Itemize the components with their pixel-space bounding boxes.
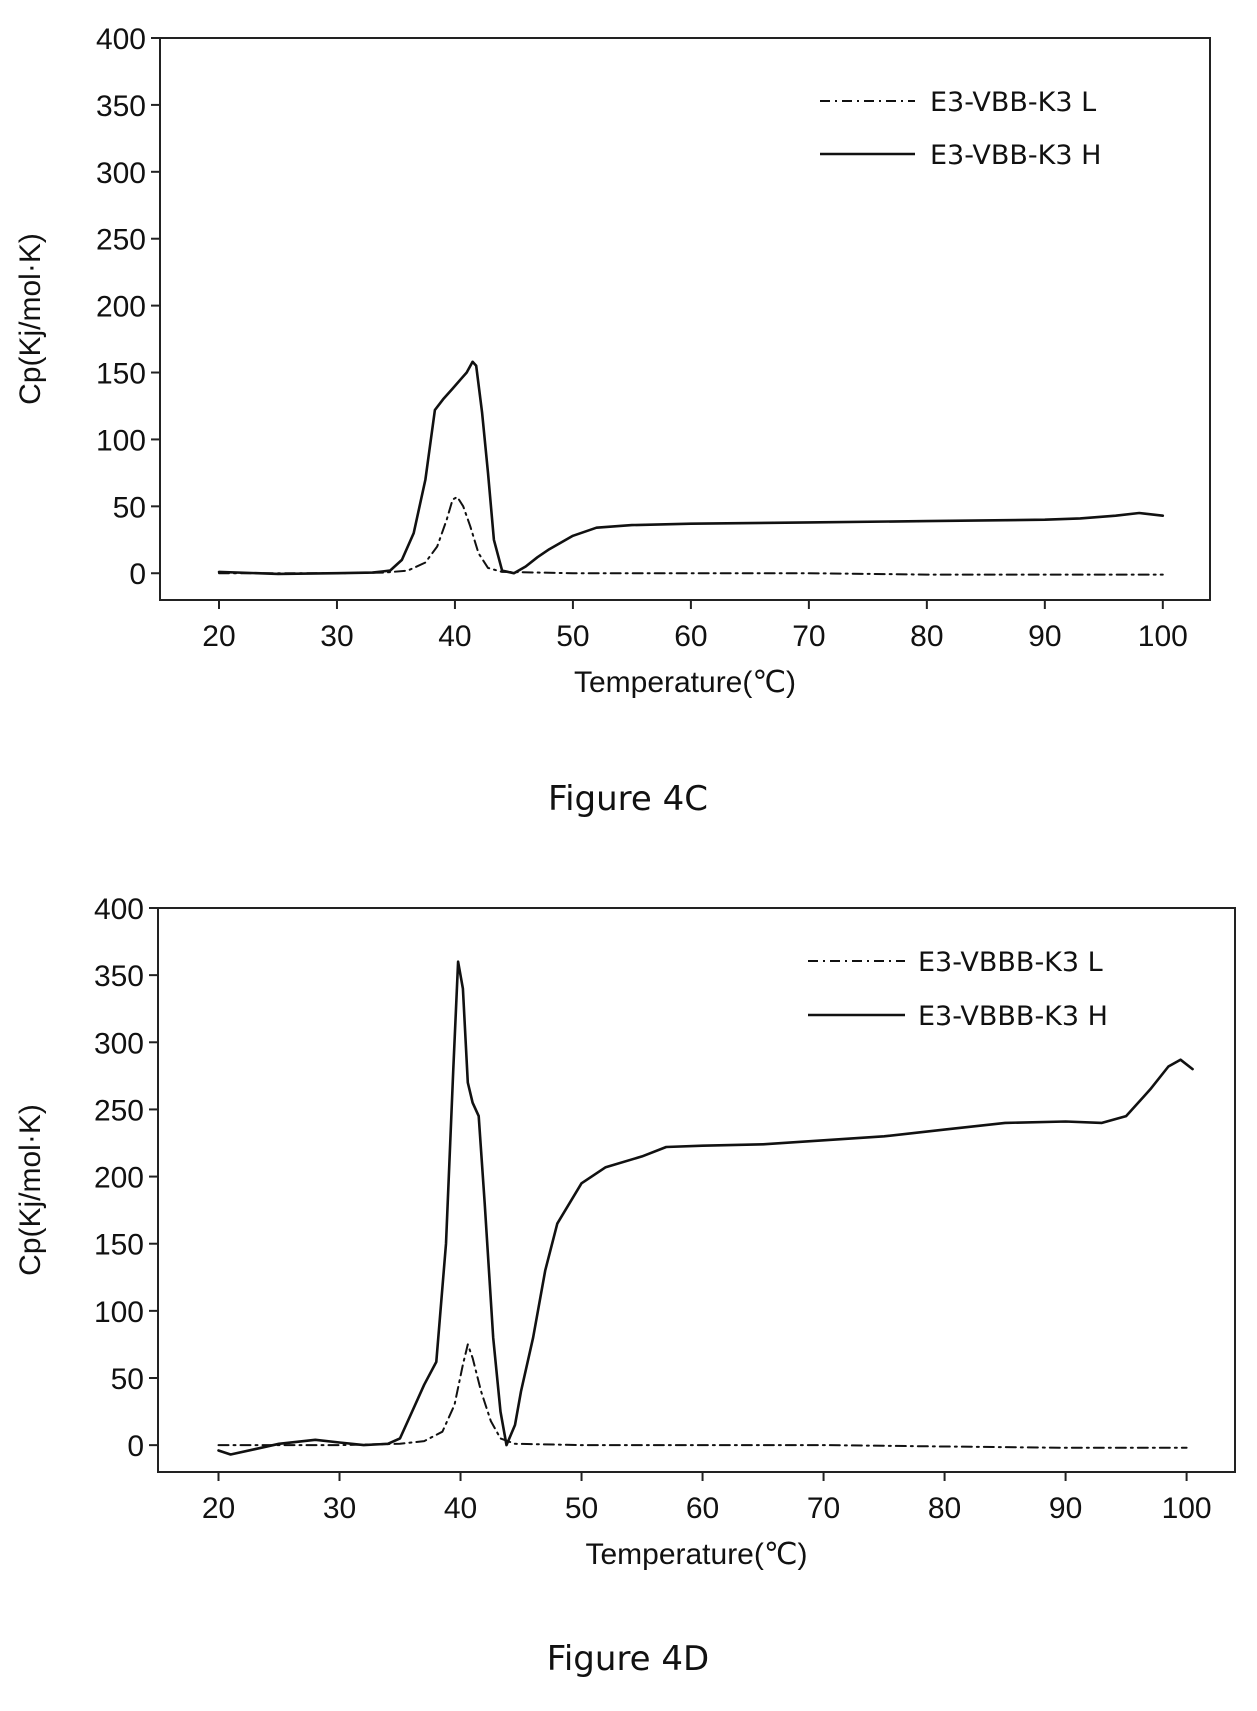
chart-figure-4c: 20 30 40 50 60 70 80 90 100 0 50 100 150 200 250 300 350… xyxy=(14,23,1211,819)
y-tick-label: 300 xyxy=(96,157,146,190)
x-tick-label: 20 xyxy=(202,620,235,653)
y-tick-label: 200 xyxy=(94,1162,144,1195)
y-tick-label: 400 xyxy=(96,23,146,56)
x-tick-label: 90 xyxy=(1049,1492,1082,1525)
x-tick-label: 70 xyxy=(792,620,825,653)
series-line-h xyxy=(217,960,1194,1456)
series-line-h xyxy=(217,360,1165,576)
x-tick-label: 90 xyxy=(1028,620,1061,653)
figure-caption: Figure 4D xyxy=(547,1639,709,1679)
y-tick-label: 200 xyxy=(96,291,146,324)
x-tick-label: 50 xyxy=(556,620,589,653)
x-axis-title: Temperature(℃) xyxy=(585,1538,807,1571)
legend-label: E3-VBB-K3 H xyxy=(930,140,1101,171)
y-tick-label: 150 xyxy=(94,1229,144,1262)
y-tick-label: 0 xyxy=(129,558,146,591)
y-axis-title: Cp(Kj/mol·K) xyxy=(14,1104,47,1276)
legend-label: E3-VBBB-K3 H xyxy=(918,1001,1108,1032)
x-tick-label: 50 xyxy=(565,1492,598,1525)
y-tick-label: 300 xyxy=(94,1027,144,1060)
legend-label: E3-VBB-K3 L xyxy=(930,87,1096,118)
y-tick-label: 400 xyxy=(94,893,144,926)
figure-4c: 20 30 40 50 60 70 80 90 100 0 50 100 150 200 250 300 350… xyxy=(0,0,1257,850)
x-tick-label: 20 xyxy=(202,1492,235,1525)
figure-4d: 20 30 40 50 60 70 80 90 100 0 50 100 150 200 250 300 350… xyxy=(0,870,1257,1711)
x-tick-label: 100 xyxy=(1138,620,1188,653)
x-tick-label: 40 xyxy=(438,620,471,653)
y-tick-label: 250 xyxy=(96,224,146,257)
plot-frame xyxy=(159,37,1211,601)
chart-figure-4d: 20 30 40 50 60 70 80 90 100 0 50 100 150 200 250 300 350… xyxy=(14,893,1236,1679)
x-tick-label: 60 xyxy=(686,1492,719,1525)
figure-caption: Figure 4C xyxy=(548,779,708,819)
y-tick-label: 50 xyxy=(113,491,146,524)
y-axis-title: Cp(Kj/mol·K) xyxy=(14,233,47,405)
plot-frame xyxy=(157,907,1236,1473)
y-tick-label: 50 xyxy=(111,1363,144,1396)
y-tick-label: 150 xyxy=(96,358,146,391)
y-tick-label: 0 xyxy=(127,1430,144,1463)
y-tick-label: 350 xyxy=(96,90,146,123)
x-tick-label: 60 xyxy=(674,620,707,653)
x-tick-label: 100 xyxy=(1162,1492,1212,1525)
x-tick-label: 40 xyxy=(444,1492,477,1525)
y-tick-label: 250 xyxy=(94,1094,144,1127)
x-axis-title: Temperature(℃) xyxy=(574,666,796,699)
x-tick-label: 80 xyxy=(910,620,943,653)
series-line-l xyxy=(218,496,1164,576)
y-tick-label: 350 xyxy=(94,960,144,993)
x-tick-label: 80 xyxy=(928,1492,961,1525)
legend-label: E3-VBBB-K3 L xyxy=(918,947,1103,978)
y-tick-label: 100 xyxy=(96,424,146,457)
x-tick-label: 30 xyxy=(320,620,353,653)
series-line-l xyxy=(217,1343,1188,1449)
x-tick-label: 70 xyxy=(807,1492,840,1525)
x-tick-label: 30 xyxy=(323,1492,356,1525)
y-tick-label: 100 xyxy=(94,1296,144,1329)
